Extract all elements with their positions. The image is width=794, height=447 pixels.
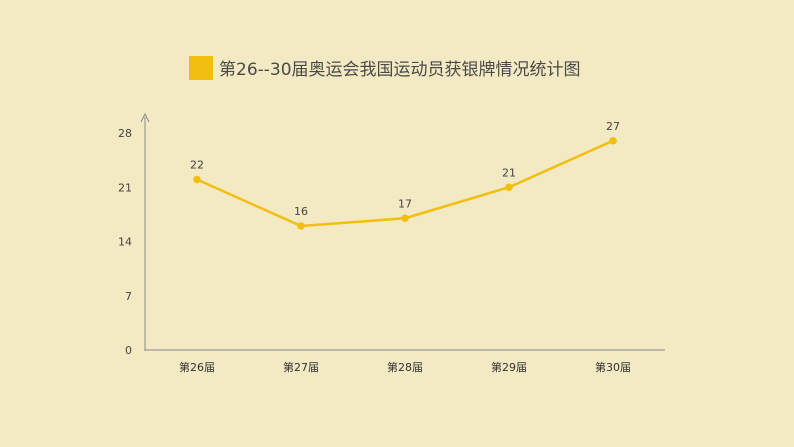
y-tick-label: 7: [125, 290, 132, 303]
x-category-label: 第29届: [491, 360, 527, 374]
y-tick-label: 0: [125, 344, 132, 357]
title-marker: [189, 56, 213, 80]
data-point: [505, 183, 513, 192]
data-label: 17: [398, 197, 412, 210]
data-point: [193, 175, 201, 184]
data-point: [609, 136, 617, 145]
data-label: 16: [294, 205, 308, 218]
y-tick-label: 28: [118, 127, 132, 140]
x-category-label: 第27届: [283, 360, 319, 374]
axes: [140, 112, 665, 351]
data-point: [401, 214, 409, 223]
data-label: 21: [502, 166, 516, 179]
series-group: 22 16 17 21 27: [190, 120, 620, 230]
x-category-label: 第28届: [387, 360, 423, 374]
series-line: [196, 139, 614, 228]
data-label: 27: [606, 120, 620, 133]
data-point: [297, 222, 305, 230]
y-tick-label: 14: [118, 236, 132, 249]
x-category-label: 第26届: [179, 360, 215, 374]
y-tick-label: 21: [118, 181, 132, 194]
x-category-label: 第30届: [595, 360, 631, 374]
y-tick-labels: 0 7 14 21 28: [118, 127, 132, 357]
data-label: 22: [190, 159, 204, 172]
x-category-labels: 第26届 第27届 第28届 第29届 第30届: [179, 360, 631, 374]
y-axis-arrow: [140, 112, 150, 123]
chart-title: 第26--30届奥运会我国运动员获银牌情况统计图: [219, 60, 581, 80]
